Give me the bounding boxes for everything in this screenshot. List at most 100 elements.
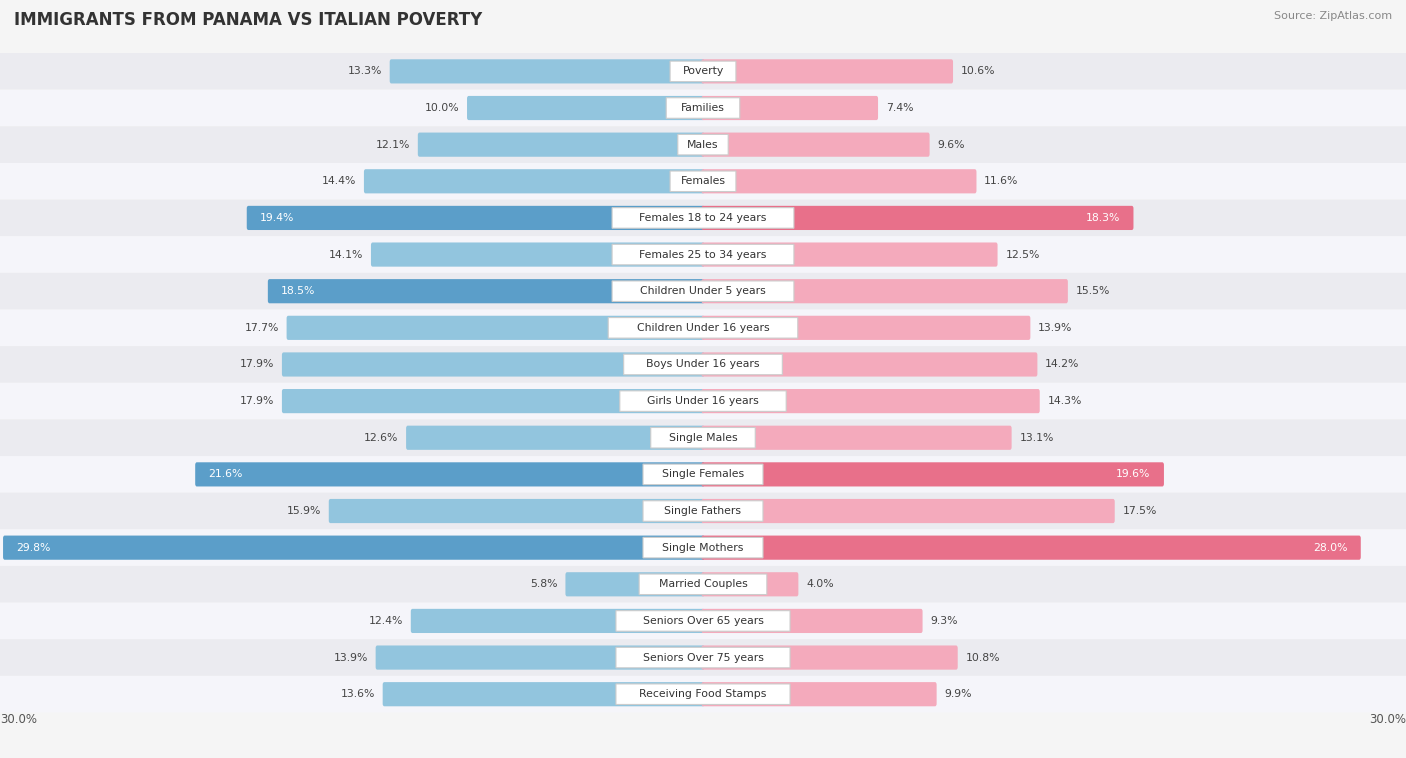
Text: 11.6%: 11.6% (984, 177, 1018, 186)
FancyBboxPatch shape (195, 462, 704, 487)
FancyBboxPatch shape (0, 127, 1406, 163)
Text: 18.5%: 18.5% (281, 287, 315, 296)
Text: 30.0%: 30.0% (0, 713, 37, 725)
FancyBboxPatch shape (364, 169, 704, 193)
Text: 5.8%: 5.8% (530, 579, 558, 589)
Text: 10.6%: 10.6% (960, 67, 995, 77)
Text: 10.0%: 10.0% (425, 103, 460, 113)
Legend: Immigrants from Panama, Italian: Immigrants from Panama, Italian (568, 753, 838, 758)
FancyBboxPatch shape (467, 96, 704, 120)
Text: 14.3%: 14.3% (1047, 396, 1081, 406)
FancyBboxPatch shape (418, 133, 704, 157)
Text: Single Fathers: Single Fathers (665, 506, 741, 516)
FancyBboxPatch shape (702, 572, 799, 597)
Text: 17.5%: 17.5% (1122, 506, 1157, 516)
FancyBboxPatch shape (702, 426, 1012, 449)
Text: Single Males: Single Males (669, 433, 737, 443)
Text: 12.1%: 12.1% (375, 139, 411, 149)
Text: 19.6%: 19.6% (1116, 469, 1150, 479)
Text: 30.0%: 30.0% (1369, 713, 1406, 725)
Text: 21.6%: 21.6% (208, 469, 243, 479)
Text: Girls Under 16 years: Girls Under 16 years (647, 396, 759, 406)
Text: Receiving Food Stamps: Receiving Food Stamps (640, 689, 766, 699)
FancyBboxPatch shape (643, 537, 763, 558)
FancyBboxPatch shape (702, 206, 1133, 230)
Text: 18.3%: 18.3% (1085, 213, 1121, 223)
Text: 14.1%: 14.1% (329, 249, 363, 259)
FancyBboxPatch shape (609, 318, 797, 338)
FancyBboxPatch shape (702, 133, 929, 157)
Text: 15.9%: 15.9% (287, 506, 321, 516)
FancyBboxPatch shape (0, 346, 1406, 383)
FancyBboxPatch shape (643, 464, 763, 484)
Text: Males: Males (688, 139, 718, 149)
FancyBboxPatch shape (0, 199, 1406, 236)
FancyBboxPatch shape (0, 456, 1406, 493)
Text: 17.9%: 17.9% (240, 359, 274, 369)
Text: Source: ZipAtlas.com: Source: ZipAtlas.com (1274, 11, 1392, 21)
FancyBboxPatch shape (0, 529, 1406, 566)
Text: 28.0%: 28.0% (1313, 543, 1347, 553)
FancyBboxPatch shape (671, 171, 735, 192)
FancyBboxPatch shape (640, 574, 766, 594)
Text: Poverty: Poverty (682, 67, 724, 77)
FancyBboxPatch shape (616, 684, 790, 704)
Text: 13.9%: 13.9% (333, 653, 368, 662)
Text: 13.1%: 13.1% (1019, 433, 1053, 443)
Text: 12.4%: 12.4% (368, 616, 404, 626)
FancyBboxPatch shape (0, 493, 1406, 529)
FancyBboxPatch shape (267, 279, 704, 303)
Text: 13.9%: 13.9% (1038, 323, 1073, 333)
FancyBboxPatch shape (612, 244, 794, 265)
Text: 7.4%: 7.4% (886, 103, 914, 113)
FancyBboxPatch shape (702, 352, 1038, 377)
FancyBboxPatch shape (329, 499, 704, 523)
Text: Families: Families (681, 103, 725, 113)
FancyBboxPatch shape (616, 647, 790, 668)
FancyBboxPatch shape (612, 208, 794, 228)
FancyBboxPatch shape (702, 499, 1115, 523)
Text: Single Females: Single Females (662, 469, 744, 479)
Text: 19.4%: 19.4% (260, 213, 294, 223)
FancyBboxPatch shape (702, 609, 922, 633)
Text: Children Under 5 years: Children Under 5 years (640, 287, 766, 296)
FancyBboxPatch shape (281, 352, 704, 377)
Text: 29.8%: 29.8% (17, 543, 51, 553)
Text: Children Under 16 years: Children Under 16 years (637, 323, 769, 333)
FancyBboxPatch shape (678, 134, 728, 155)
FancyBboxPatch shape (0, 383, 1406, 419)
Text: 4.0%: 4.0% (806, 579, 834, 589)
Text: Females 18 to 24 years: Females 18 to 24 years (640, 213, 766, 223)
FancyBboxPatch shape (406, 426, 704, 449)
FancyBboxPatch shape (247, 206, 704, 230)
FancyBboxPatch shape (702, 169, 976, 193)
FancyBboxPatch shape (0, 676, 1406, 713)
FancyBboxPatch shape (666, 98, 740, 118)
FancyBboxPatch shape (702, 389, 1040, 413)
Text: Seniors Over 75 years: Seniors Over 75 years (643, 653, 763, 662)
FancyBboxPatch shape (612, 281, 794, 302)
FancyBboxPatch shape (0, 53, 1406, 89)
Text: 17.7%: 17.7% (245, 323, 278, 333)
Text: 13.6%: 13.6% (340, 689, 375, 699)
Text: IMMIGRANTS FROM PANAMA VS ITALIAN POVERTY: IMMIGRANTS FROM PANAMA VS ITALIAN POVERT… (14, 11, 482, 30)
Text: 9.9%: 9.9% (945, 689, 972, 699)
Text: 10.8%: 10.8% (966, 653, 1000, 662)
Text: 15.5%: 15.5% (1076, 287, 1109, 296)
FancyBboxPatch shape (0, 309, 1406, 346)
FancyBboxPatch shape (643, 501, 763, 522)
FancyBboxPatch shape (702, 316, 1031, 340)
Text: 12.6%: 12.6% (364, 433, 398, 443)
FancyBboxPatch shape (616, 611, 790, 631)
FancyBboxPatch shape (565, 572, 704, 597)
FancyBboxPatch shape (651, 428, 755, 448)
Text: Single Mothers: Single Mothers (662, 543, 744, 553)
FancyBboxPatch shape (287, 316, 704, 340)
FancyBboxPatch shape (624, 354, 782, 374)
FancyBboxPatch shape (281, 389, 704, 413)
Text: 13.3%: 13.3% (347, 67, 382, 77)
FancyBboxPatch shape (0, 163, 1406, 199)
FancyBboxPatch shape (620, 391, 786, 412)
Text: Boys Under 16 years: Boys Under 16 years (647, 359, 759, 369)
Text: 12.5%: 12.5% (1005, 249, 1039, 259)
